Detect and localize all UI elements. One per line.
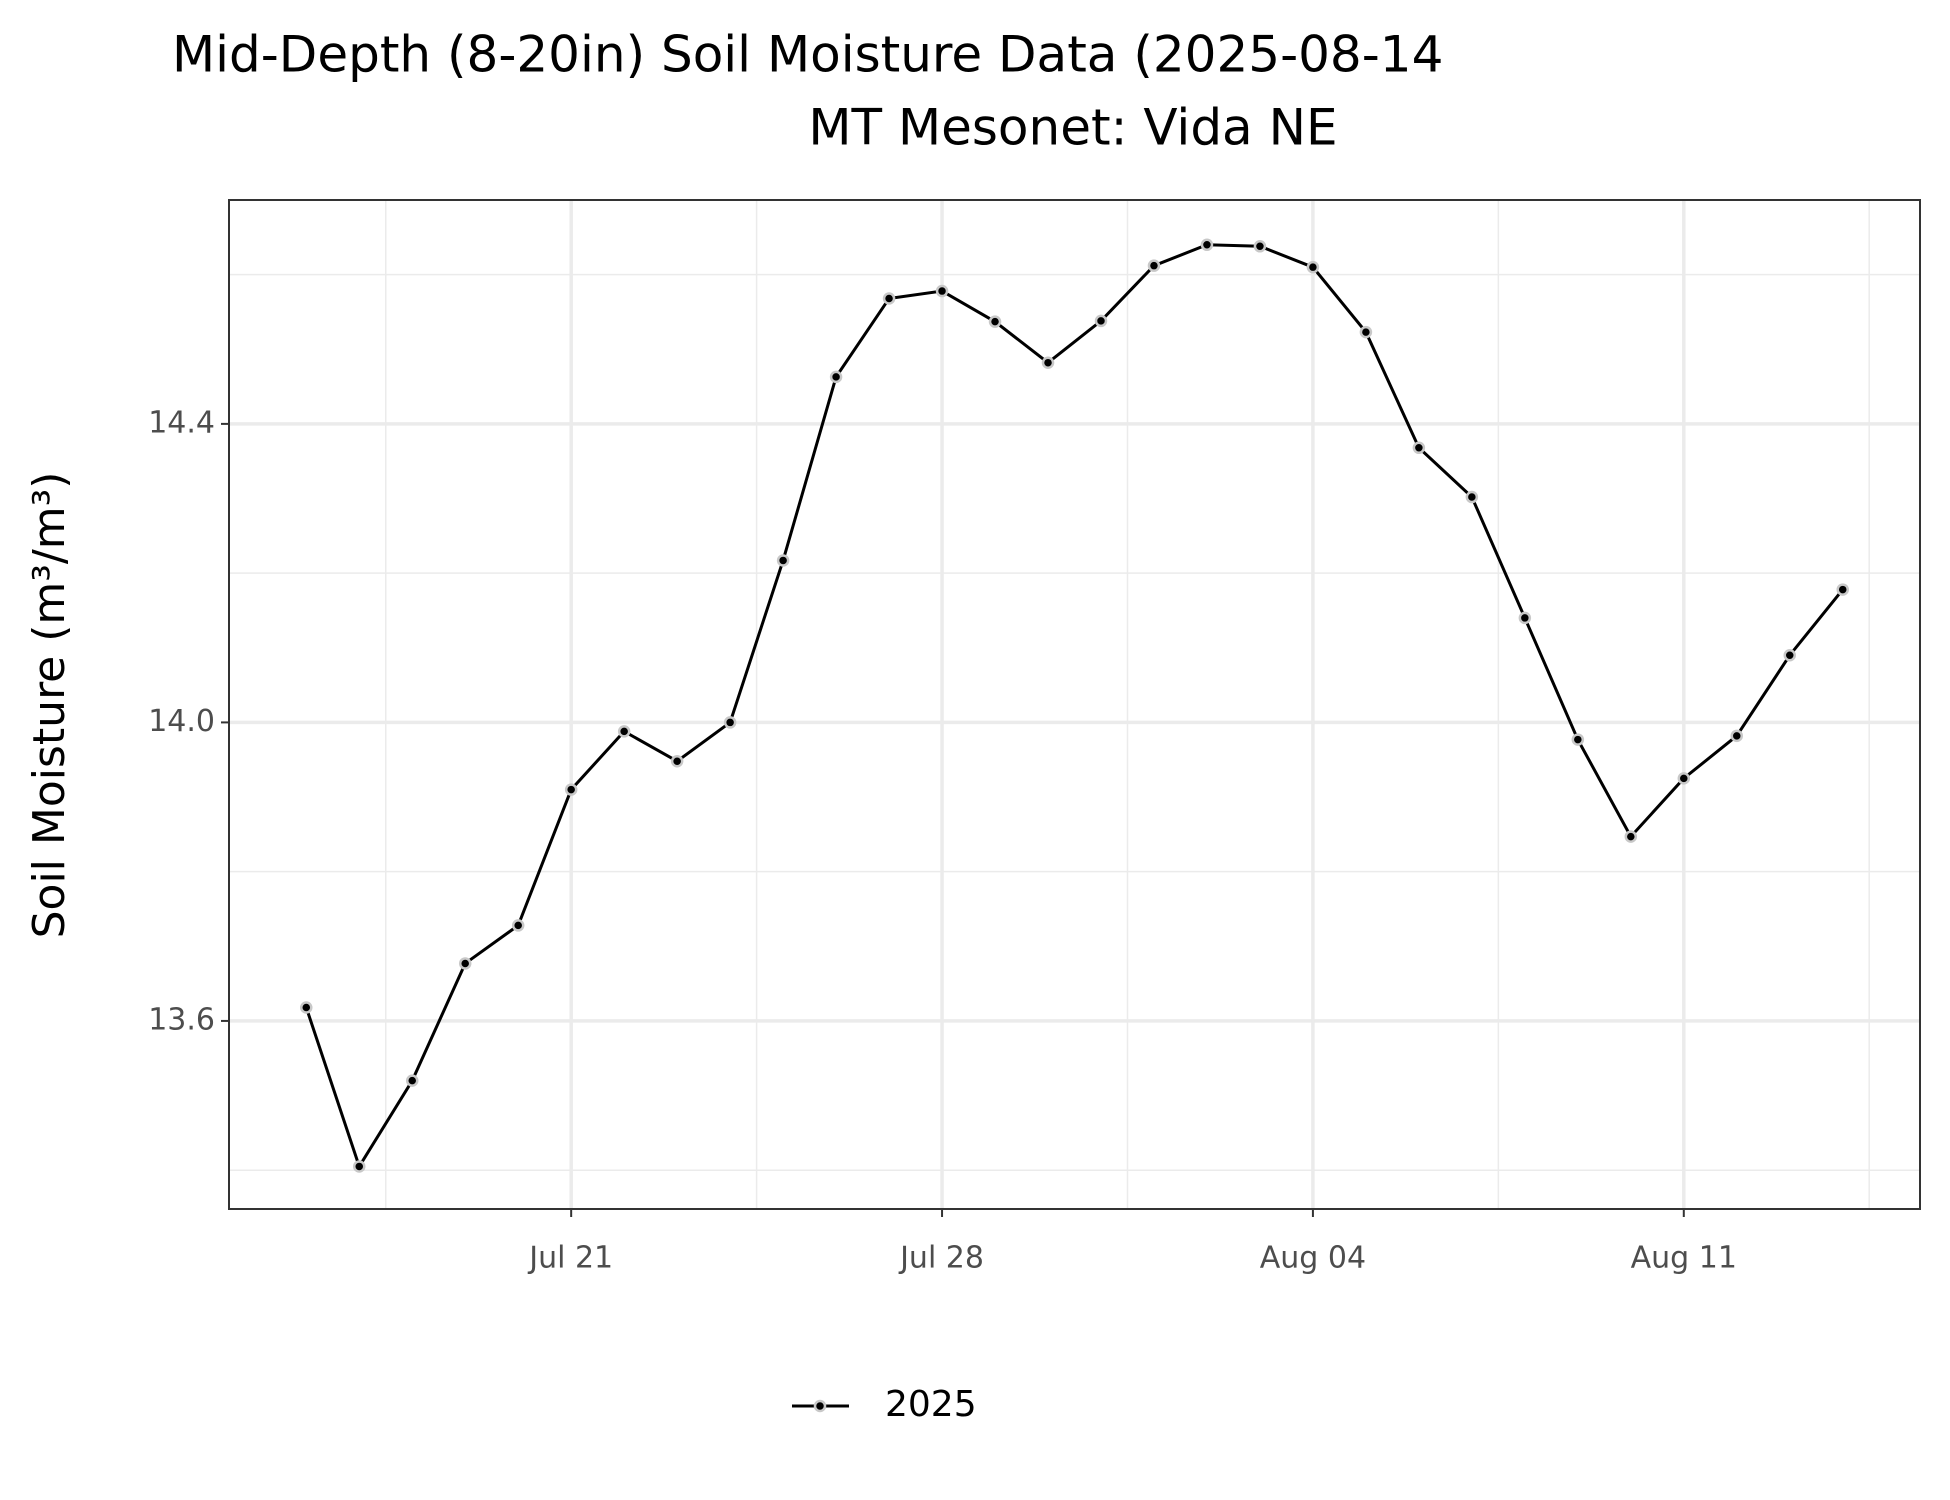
data-point (617, 725, 631, 738)
data-point (564, 783, 578, 796)
chart-subtitle: MT Mesonet: Vida NE (808, 99, 1337, 157)
data-point (1359, 325, 1373, 339)
y-tick-label: 14.0 (148, 704, 215, 739)
data-point (1253, 240, 1267, 253)
data-point (935, 284, 949, 298)
data-point (1147, 259, 1161, 272)
data-point (1306, 260, 1320, 274)
data-point (988, 315, 1002, 328)
x-tick-label: Aug 11 (1631, 1241, 1737, 1276)
data-point (1200, 238, 1214, 252)
data-point (1094, 314, 1108, 328)
data-point (1412, 441, 1426, 455)
data-point (723, 716, 737, 729)
data-point (1677, 772, 1691, 785)
data-point (670, 754, 684, 768)
data-point (405, 1074, 419, 1087)
data-point (458, 957, 472, 970)
data-point (1465, 490, 1479, 504)
y-tick-label: 14.4 (148, 405, 215, 440)
data-point (300, 1001, 313, 1014)
chart-title: Mid-Depth (8-20in) Soil Moisture Data (2… (172, 26, 1443, 84)
data-point (1783, 648, 1797, 662)
x-tick-label: Jul 28 (898, 1241, 984, 1276)
data-point (1518, 611, 1532, 625)
data-point (1041, 356, 1055, 369)
data-point (1730, 729, 1744, 743)
x-tick-label: Jul 21 (527, 1241, 613, 1276)
legend-label: 2025 (885, 1384, 977, 1425)
legend-point (813, 1399, 827, 1413)
data-point (882, 292, 896, 305)
plot-background (229, 200, 1920, 1209)
data-point (352, 1160, 366, 1173)
data-point (1624, 830, 1638, 843)
y-tick-label: 13.6 (148, 1002, 215, 1037)
data-point (776, 554, 790, 567)
plot-border (228, 199, 1921, 1210)
x-tick-label: Aug 04 (1260, 1241, 1366, 1276)
data-point (511, 919, 525, 932)
data-point (829, 370, 843, 384)
data-point (1571, 733, 1585, 746)
y-axis-label: Soil Moisture (m³/m³) (24, 472, 75, 939)
data-point (1836, 583, 1849, 596)
series-line (304, 243, 1844, 1170)
